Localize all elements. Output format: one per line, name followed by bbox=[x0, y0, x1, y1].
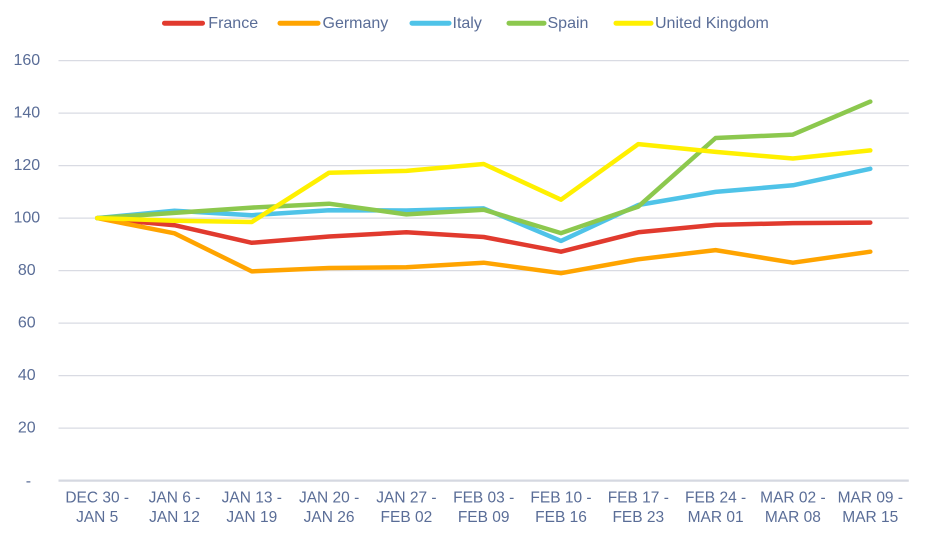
svg-text:JAN 26: JAN 26 bbox=[304, 509, 355, 526]
svg-text:40: 40 bbox=[18, 367, 36, 384]
svg-text:JAN 13 -: JAN 13 - bbox=[222, 490, 282, 507]
svg-text:140: 140 bbox=[13, 105, 40, 122]
svg-text:MAR 08: MAR 08 bbox=[765, 509, 821, 526]
svg-text:FEB 24 -: FEB 24 - bbox=[685, 490, 746, 507]
svg-text:France: France bbox=[208, 15, 258, 32]
svg-text:FEB 02: FEB 02 bbox=[381, 509, 433, 526]
svg-text:FEB 23: FEB 23 bbox=[612, 509, 664, 526]
svg-text:DEC 30 -: DEC 30 - bbox=[65, 490, 129, 507]
svg-text:FEB 16: FEB 16 bbox=[535, 509, 587, 526]
svg-text:MAR 02 -: MAR 02 - bbox=[760, 490, 825, 507]
svg-text:JAN 19: JAN 19 bbox=[226, 509, 277, 526]
svg-text:FEB 03 -: FEB 03 - bbox=[453, 490, 514, 507]
svg-text:United Kingdom: United Kingdom bbox=[655, 15, 769, 32]
svg-text:JAN 12: JAN 12 bbox=[149, 509, 200, 526]
svg-text:160: 160 bbox=[13, 52, 40, 69]
svg-text:JAN 6 -: JAN 6 - bbox=[149, 490, 201, 507]
svg-text:Germany: Germany bbox=[323, 15, 389, 32]
svg-text:60: 60 bbox=[18, 315, 36, 332]
svg-text:JAN 5: JAN 5 bbox=[76, 509, 118, 526]
svg-text:100: 100 bbox=[13, 210, 40, 227]
svg-text:JAN 20 -: JAN 20 - bbox=[299, 490, 359, 507]
svg-text:FEB 17 -: FEB 17 - bbox=[608, 490, 669, 507]
svg-text:JAN 27 -: JAN 27 - bbox=[376, 490, 436, 507]
svg-text:MAR 01: MAR 01 bbox=[688, 509, 744, 526]
svg-text:Spain: Spain bbox=[548, 15, 589, 32]
svg-text:-: - bbox=[26, 473, 31, 490]
svg-text:FEB 10 -: FEB 10 - bbox=[530, 490, 591, 507]
svg-text:120: 120 bbox=[13, 157, 40, 174]
svg-text:80: 80 bbox=[18, 262, 36, 279]
svg-text:FEB 09: FEB 09 bbox=[458, 509, 510, 526]
svg-text:Italy: Italy bbox=[453, 15, 482, 32]
svg-text:MAR 09 -: MAR 09 - bbox=[838, 490, 903, 507]
svg-text:MAR 15: MAR 15 bbox=[842, 509, 898, 526]
svg-text:20: 20 bbox=[18, 420, 36, 437]
